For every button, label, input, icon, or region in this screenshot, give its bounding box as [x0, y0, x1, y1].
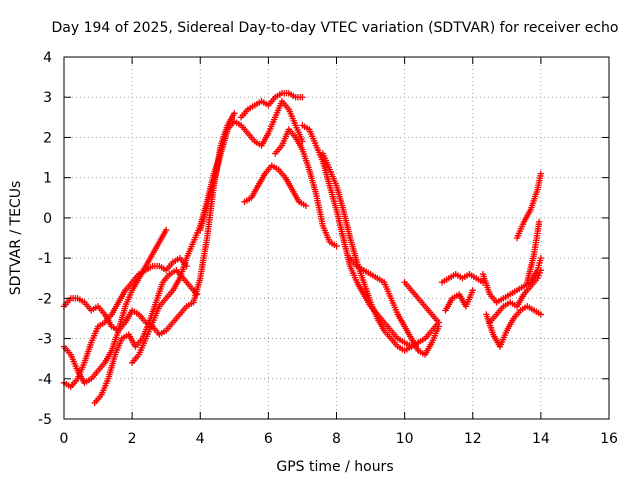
x-tick-label: 0 — [60, 431, 69, 447]
data-points — [60, 90, 545, 407]
y-axis-label: SDTVAR / TECUs — [8, 181, 24, 296]
data-point — [162, 226, 170, 234]
data-point — [193, 291, 201, 298]
grid-lines — [64, 57, 609, 419]
x-axis-label: GPS time / hours — [276, 459, 393, 475]
x-tick-label: 10 — [396, 431, 414, 447]
data-point — [299, 94, 306, 101]
x-tick-label: 16 — [600, 431, 618, 447]
data-point — [333, 242, 340, 250]
data-point — [537, 311, 545, 318]
axis-ticks — [63, 56, 610, 420]
data-point — [302, 202, 310, 210]
data-point — [537, 170, 545, 177]
y-tick-label: 1 — [43, 171, 52, 187]
data-point — [435, 319, 442, 326]
y-tick-label: -2 — [38, 291, 52, 307]
x-tick-label: 6 — [264, 431, 273, 447]
data-point — [535, 218, 543, 226]
chart-title: Day 194 of 2025, Sidereal Day-to-day VTE… — [52, 20, 619, 36]
x-tick-label: 4 — [196, 431, 205, 447]
y-tick-label: 4 — [43, 50, 52, 66]
y-tick-label: -4 — [38, 372, 52, 388]
y-tick-label: 3 — [43, 90, 52, 106]
x-tick-label: 2 — [128, 431, 137, 447]
x-tick-label: 14 — [532, 431, 550, 447]
x-tick-label: 8 — [332, 431, 341, 447]
y-tick-label: -5 — [38, 412, 52, 428]
data-point — [537, 266, 545, 274]
x-tick-label: 12 — [464, 431, 482, 447]
y-tick-label: -1 — [38, 251, 52, 267]
y-tick-label: 0 — [43, 211, 52, 227]
data-point — [231, 110, 238, 117]
y-tick-label: 2 — [43, 130, 52, 146]
data-point — [469, 287, 476, 294]
y-tick-label: -3 — [38, 332, 52, 348]
data-point — [537, 254, 545, 262]
